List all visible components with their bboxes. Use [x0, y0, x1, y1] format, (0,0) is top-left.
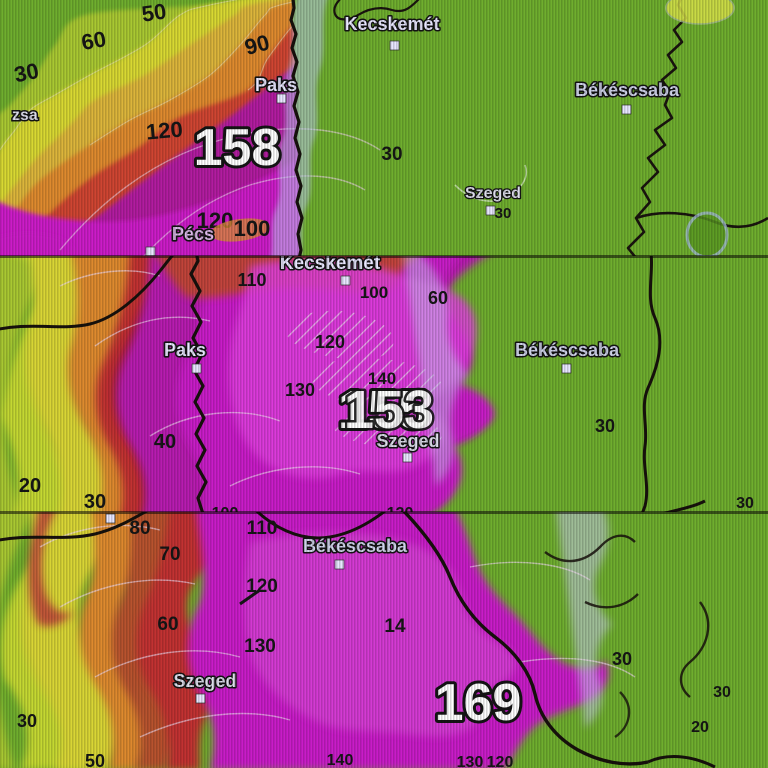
svg-text:60: 60	[79, 26, 107, 55]
svg-text:30: 30	[736, 495, 754, 512]
svg-text:120: 120	[246, 576, 278, 597]
svg-text:30: 30	[595, 416, 615, 436]
svg-text:14: 14	[384, 616, 406, 637]
svg-text:130: 130	[244, 636, 276, 657]
svg-text:110: 110	[237, 270, 266, 290]
svg-text:Békéscsaba: Békéscsaba	[515, 340, 620, 360]
svg-text:158: 158	[194, 119, 281, 177]
svg-text:Kecskemét: Kecskemét	[280, 256, 381, 274]
svg-text:30: 30	[495, 205, 512, 222]
svg-text:120: 120	[145, 116, 184, 144]
svg-text:120: 120	[315, 332, 345, 352]
svg-text:20: 20	[19, 475, 41, 497]
svg-text:70: 70	[159, 544, 180, 565]
svg-text:100: 100	[360, 283, 388, 302]
svg-text:Paks: Paks	[164, 340, 206, 360]
svg-text:130: 130	[457, 754, 484, 768]
svg-text:120: 120	[487, 754, 514, 768]
svg-text:60: 60	[428, 288, 448, 308]
svg-text:50: 50	[140, 0, 168, 27]
svg-text:50: 50	[85, 751, 105, 768]
svg-text:20: 20	[691, 719, 709, 736]
svg-text:30: 30	[612, 649, 632, 669]
svg-text:40: 40	[154, 431, 176, 453]
svg-text:30: 30	[84, 491, 106, 513]
svg-text:100: 100	[234, 216, 271, 241]
svg-text:Szeged: Szeged	[376, 431, 439, 451]
svg-text:Szeged: Szeged	[173, 671, 236, 691]
svg-text:60: 60	[157, 614, 178, 635]
svg-text:30: 30	[12, 58, 41, 88]
svg-text:80: 80	[129, 518, 150, 539]
svg-text:130: 130	[285, 380, 315, 400]
svg-text:30: 30	[17, 711, 37, 731]
svg-text:Szeged: Szeged	[465, 185, 521, 202]
svg-text:zsa: zsa	[12, 107, 38, 124]
svg-text:110: 110	[247, 518, 278, 539]
svg-text:Paks: Paks	[255, 75, 297, 95]
svg-text:Kecskemét: Kecskemét	[344, 14, 439, 34]
svg-text:140: 140	[327, 752, 354, 768]
svg-text:30: 30	[713, 684, 731, 701]
svg-text:169: 169	[435, 674, 522, 732]
svg-text:30: 30	[381, 144, 402, 165]
svg-text:Pécs: Pécs	[172, 224, 214, 244]
svg-text:Békéscsaba: Békéscsaba	[303, 536, 408, 556]
svg-text:Békéscsaba: Békéscsaba	[575, 80, 680, 100]
